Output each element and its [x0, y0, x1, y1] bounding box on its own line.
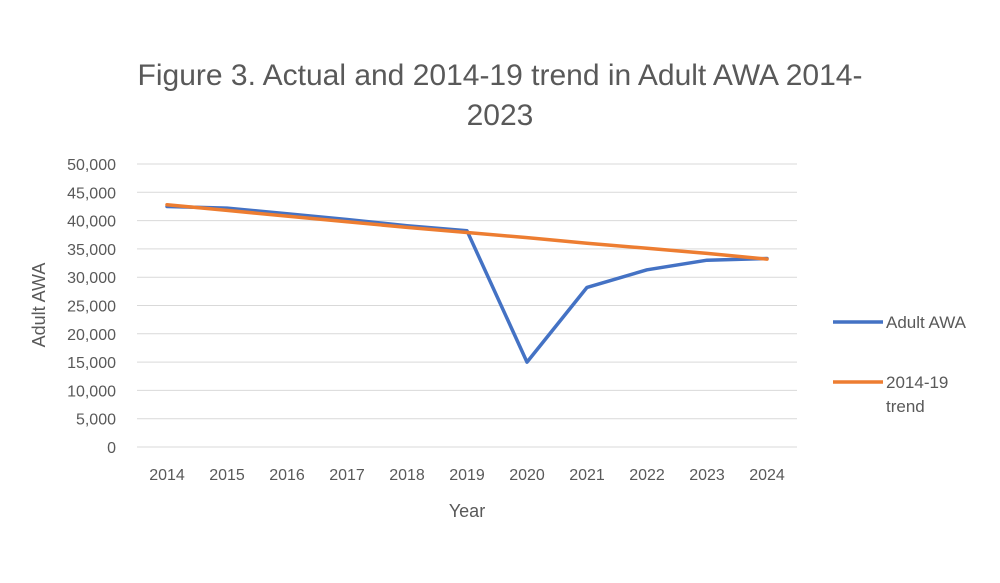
y-tick-label: 10,000	[67, 383, 116, 400]
x-tick-label: 2016	[269, 467, 305, 484]
y-tick-label: 25,000	[67, 299, 116, 316]
legend-label: Adult AWA	[886, 313, 967, 332]
y-axis-title: Adult AWA	[29, 263, 49, 348]
x-tick-label: 2015	[209, 467, 245, 484]
y-tick-label: 5,000	[76, 412, 116, 429]
x-axis-title: Year	[449, 501, 485, 521]
series-line-trend	[165, 203, 769, 261]
y-tick-label: 15,000	[67, 355, 116, 372]
legend-label: 2014-19	[886, 373, 948, 392]
y-tick-label: 20,000	[67, 327, 116, 344]
x-tick-label: 2022	[629, 467, 665, 484]
x-tick-label: 2023	[689, 467, 725, 484]
series-lines	[165, 203, 769, 364]
y-tick-label: 35,000	[67, 242, 116, 259]
y-tick-label: 30,000	[67, 270, 116, 287]
y-tick-label: 50,000	[67, 157, 116, 174]
x-tick-label: 2024	[749, 467, 785, 484]
legend: Adult AWA 2014-19 trend	[833, 313, 967, 416]
y-tick-label: 40,000	[67, 214, 116, 231]
x-axis-ticks: 2014 2015 2016 2017 2018 2019 2020 2021 2022 2023…	[149, 467, 785, 484]
x-tick-label: 2020	[509, 467, 545, 484]
y-tick-label: 0	[107, 440, 116, 457]
legend-label: trend	[886, 397, 925, 416]
chart-title-line-2: 2023	[466, 99, 534, 132]
x-tick-label: 2014	[149, 467, 185, 484]
x-tick-label: 2018	[389, 467, 425, 484]
chart-title-line-1: Figure 3. Actual and 2014-19 trend in Ad…	[137, 59, 863, 92]
x-tick-label: 2021	[569, 467, 605, 484]
y-axis-ticks: 0 5,000 10,000 15,000 20,000 25,000 30,000 35,0…	[67, 157, 116, 457]
gridlines	[137, 163, 797, 448]
y-tick-label: 45,000	[67, 185, 116, 202]
x-tick-label: 2019	[449, 467, 485, 484]
chart-title: Figure 3. Actual and 2014-19 trend in Ad…	[60, 56, 940, 136]
series-line-adult-awa	[165, 204, 769, 364]
x-tick-label: 2017	[329, 467, 365, 484]
